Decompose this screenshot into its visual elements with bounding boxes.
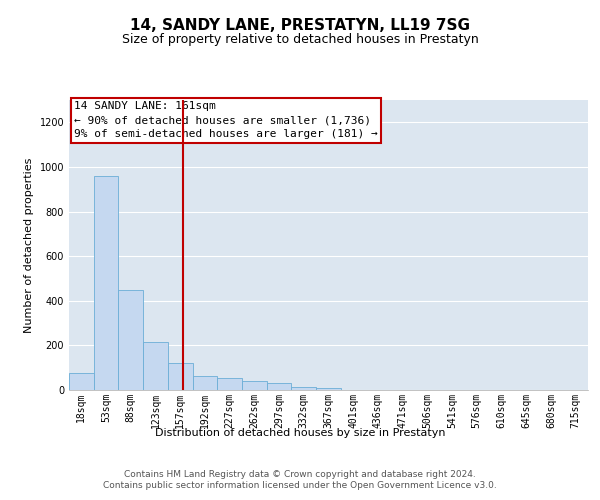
Text: 14 SANDY LANE: 161sqm
← 90% of detached houses are smaller (1,736)
9% of semi-de: 14 SANDY LANE: 161sqm ← 90% of detached … (74, 102, 378, 140)
Bar (316, 388, 341, 390)
Text: Distribution of detached houses by size in Prestatyn: Distribution of detached houses by size … (155, 428, 445, 438)
Bar (292, 386, 316, 390)
Bar (143, 342, 168, 390)
Bar (94, 176, 118, 390)
Bar (118, 290, 143, 390)
Y-axis label: Number of detached properties: Number of detached properties (24, 158, 34, 332)
Bar (242, 381, 267, 390)
Bar (267, 384, 292, 390)
Bar (168, 363, 193, 390)
Bar (193, 376, 217, 390)
Text: Size of property relative to detached houses in Prestatyn: Size of property relative to detached ho… (122, 32, 478, 46)
Text: 14, SANDY LANE, PRESTATYN, LL19 7SG: 14, SANDY LANE, PRESTATYN, LL19 7SG (130, 18, 470, 32)
Bar (217, 378, 242, 390)
Text: Contains HM Land Registry data © Crown copyright and database right 2024.
Contai: Contains HM Land Registry data © Crown c… (103, 470, 497, 490)
Bar (69, 374, 94, 390)
